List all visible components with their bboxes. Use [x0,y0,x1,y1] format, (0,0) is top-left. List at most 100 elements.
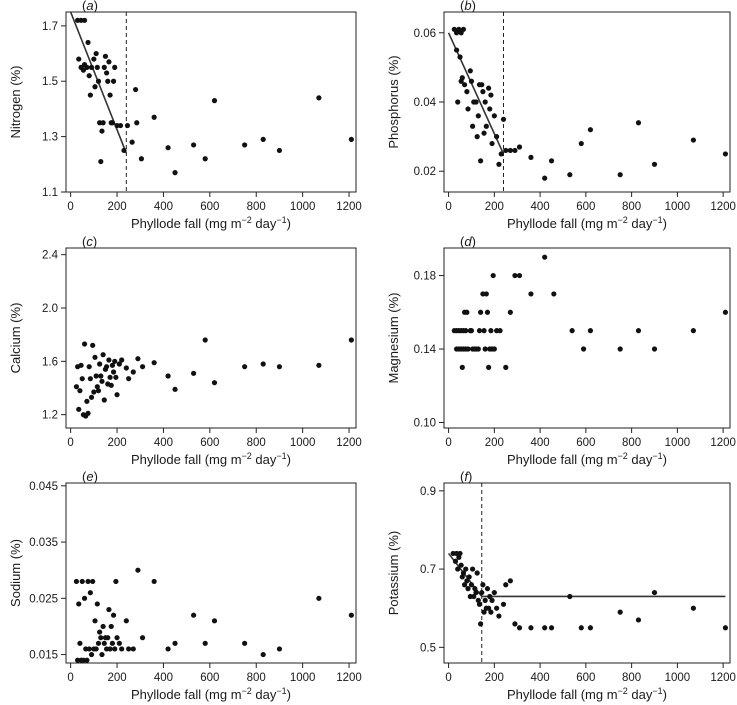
data-point [480,89,486,95]
data-point [472,586,478,592]
data-point [512,272,518,279]
data-point [98,373,104,379]
data-point [470,123,476,129]
x-axis-label-text: Phyllode fall (mg m [131,216,242,231]
data-point [491,113,497,119]
x-tick-label: 1000 [290,437,316,449]
data-point [86,646,92,652]
data-point [151,578,157,585]
x-axis-label-superscript: −2 [242,686,252,696]
y-tick-label: 0.04 [414,97,437,109]
data-point [489,140,495,147]
x-tick-label: 800 [622,672,641,684]
panel-c: 0 200 400 600 800 1000 1200 1.2 1.6 2.0 2.4 Phyllod… [8,234,362,467]
data-point [587,127,594,133]
data-point [475,113,481,119]
x-tick-label: 200 [107,672,126,684]
data-point [113,374,119,380]
data-point [106,606,112,613]
data-point [95,388,102,394]
y-axis-label: Potassium (%) [386,531,401,616]
data-point [464,89,470,95]
panel-label: (d) [460,234,476,249]
data-point [466,574,472,580]
data-point [73,384,80,390]
data-point [459,75,465,81]
y-tick-label: 0.7 [420,564,436,576]
data-point [489,597,495,603]
data-point [102,53,109,59]
data-point [457,54,463,60]
panel-f: 0 200 400 600 800 1000 1200 0.5 0.7 0.9 Phyllode f… [386,469,736,702]
panel-letter: a [86,0,93,13]
data-point [690,137,696,143]
panel-label: (c) [82,234,97,249]
panel-paren: ( [82,0,87,13]
data-point [461,82,468,88]
data-point [316,595,322,601]
data-point [81,17,88,23]
x-axis-label-superscript: −1 [276,451,286,461]
data-point [457,550,463,557]
data-point [507,147,513,154]
data-point [722,309,729,315]
panel-paren: ( [82,234,87,249]
data-point [112,358,118,364]
panel-letter: e [86,469,93,484]
data-point [260,651,266,658]
x-tick-label: 600 [200,437,219,449]
panel-paren: ) [468,469,472,484]
x-tick-label: 200 [107,201,126,213]
x-tick-label: 200 [107,437,126,449]
data-point [484,586,491,592]
y-axis-label: Nitrogen (%) [8,66,23,139]
data-point [107,646,113,652]
data-point [84,398,90,404]
data-point [109,120,115,126]
data-point [129,139,135,145]
data-point [191,370,197,376]
data-point [101,640,107,646]
data-point [116,640,122,646]
data-point [110,612,117,618]
data-point [465,346,471,352]
x-axis-label: Phyllode fall (mg m−2 day−1) [507,686,667,702]
data-point [87,92,93,98]
data-point [476,328,483,334]
data-point [133,86,139,93]
data-point [100,352,106,358]
data-point [459,574,465,580]
data-point [88,651,95,658]
data-point [97,361,103,367]
data-point [512,621,518,627]
data-point [105,635,111,641]
data-point [500,601,507,607]
data-point [481,328,487,334]
data-point [112,646,118,652]
x-tick-label: 600 [200,201,219,213]
data-point [542,254,548,260]
data-point [455,566,461,572]
y-axis-label: Calcium (%) [8,303,23,374]
data-point [464,309,470,315]
data-point [92,618,98,624]
data-point [242,364,248,370]
plot-frame [65,482,357,664]
y-tick-label: 2.0 [42,303,58,315]
data-point [85,578,91,585]
data-point [77,640,83,646]
data-point [483,123,489,129]
data-point [651,346,658,352]
data-point [139,364,146,370]
data-point [487,106,493,112]
data-point [119,646,125,652]
x-axis-label-superscript: −1 [652,215,662,225]
x-tick-label: 400 [531,437,550,449]
data-point [516,625,523,631]
data-point [211,380,218,386]
data-point [97,629,103,635]
data-point [79,578,85,585]
data-point [95,640,102,646]
y-tick-label: 0.10 [414,417,436,429]
data-point [80,67,86,73]
